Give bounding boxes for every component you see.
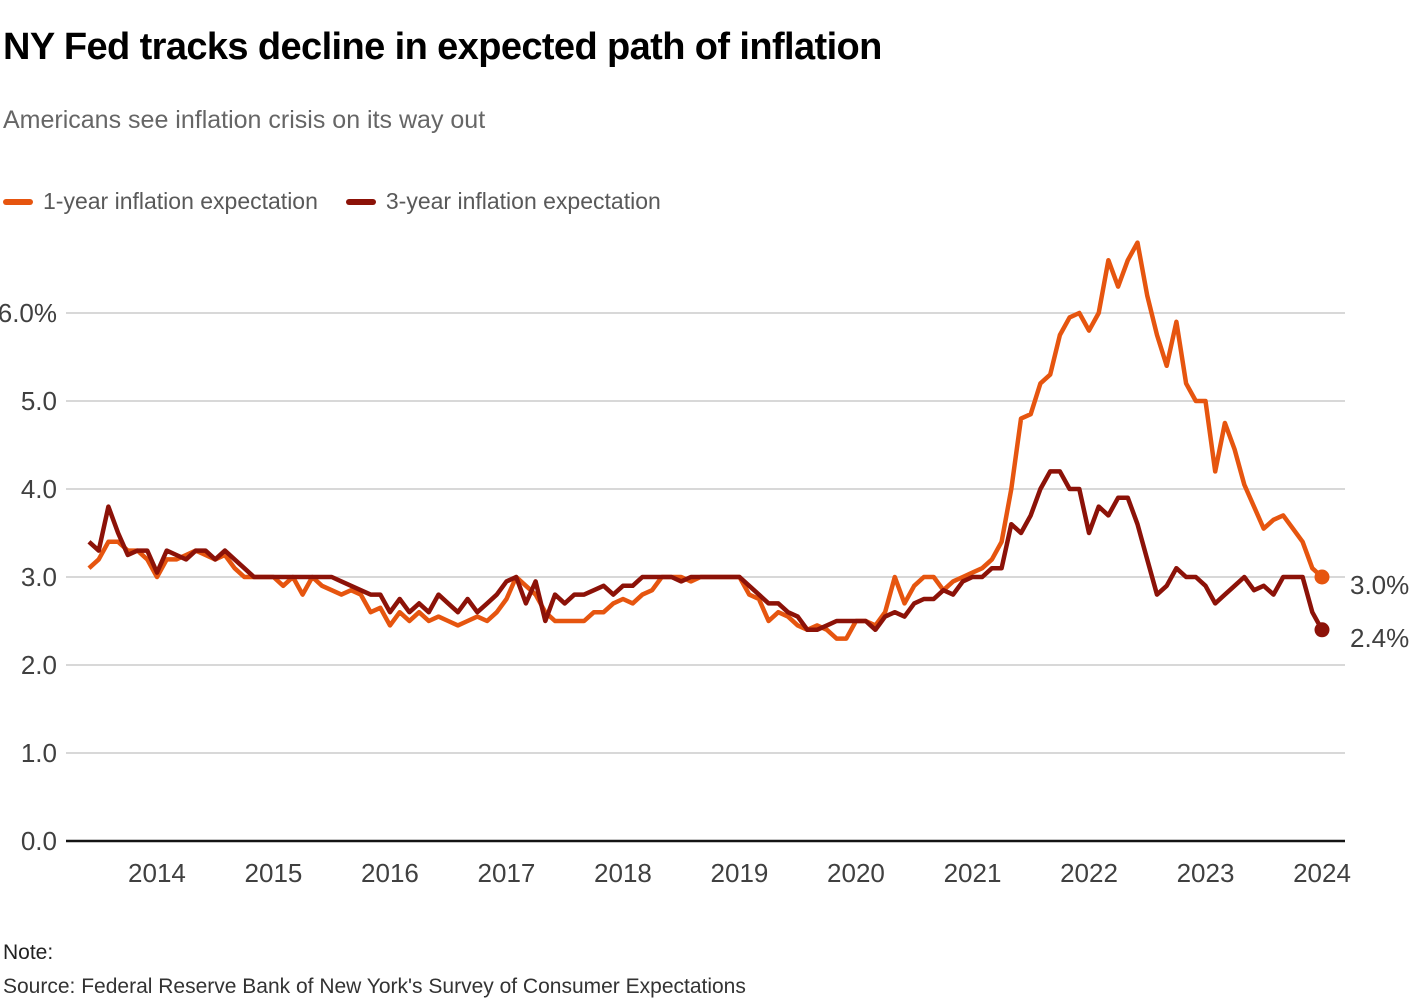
- page-title: NY Fed tracks decline in expected path o…: [3, 26, 882, 68]
- series-end-label: 3.0%: [1350, 570, 1409, 600]
- chart-footer: Note: Source: Federal Reserve Bank of Ne…: [3, 936, 746, 1000]
- y-tick-label: 0.0: [21, 826, 57, 856]
- y-tick-label: 2.0: [21, 650, 57, 680]
- x-tick-label: 2017: [478, 858, 536, 888]
- x-tick-label: 2014: [128, 858, 186, 888]
- source-text: Source: Federal Reserve Bank of New York…: [3, 975, 746, 998]
- page-subtitle: Americans see inflation crisis on its wa…: [3, 106, 486, 134]
- legend-label-3-year: 3-year inflation expectation: [385, 188, 661, 214]
- series-line-3-year-inflation-expectation: [87, 469, 1324, 633]
- x-tick-label: 2020: [827, 858, 885, 888]
- series-end-label: 2.4%: [1350, 623, 1409, 653]
- x-tick-label: 2016: [361, 858, 419, 888]
- x-tick-label: 2015: [245, 858, 303, 888]
- x-tick-label: 2023: [1177, 858, 1235, 888]
- y-tick-label: 3.0: [21, 562, 57, 592]
- y-tick-label: 1.0: [21, 738, 57, 768]
- x-tick-label: 2024: [1293, 858, 1351, 888]
- chart-legend: 1-year inflation expectation 3-year infl…: [3, 188, 661, 215]
- legend-item-3-year: 3-year inflation expectation: [345, 188, 661, 215]
- legend-swatch-3-year-icon: [345, 198, 376, 205]
- x-tick-label: 2021: [944, 858, 1002, 888]
- y-tick-label: 4.0: [21, 474, 57, 504]
- x-tick-label: 2018: [594, 858, 652, 888]
- legend-label-1-year: 1-year inflation expectation: [43, 188, 318, 214]
- legend-swatch-1-year-icon: [3, 198, 33, 205]
- note-label: Note:: [3, 941, 54, 964]
- series-end-dot: [1314, 569, 1330, 585]
- series-end-dot: [1314, 622, 1330, 638]
- x-tick-label: 2022: [1060, 858, 1118, 888]
- x-tick-label: 2019: [711, 858, 769, 888]
- y-tick-label: 6.0%: [0, 298, 57, 328]
- legend-item-1-year: 1-year inflation expectation: [3, 188, 318, 215]
- y-tick-label: 5.0: [21, 386, 57, 416]
